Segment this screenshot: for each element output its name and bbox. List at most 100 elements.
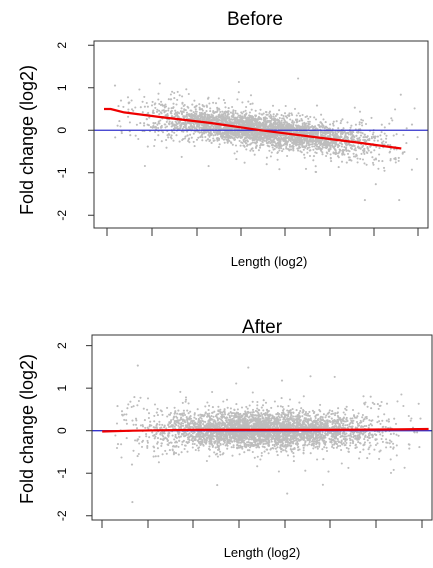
data-point (160, 100, 163, 103)
data-point (341, 149, 344, 152)
data-point (274, 120, 277, 123)
data-point (272, 141, 275, 144)
data-point (283, 136, 286, 140)
data-point (135, 123, 138, 126)
data-point (143, 105, 146, 108)
data-point (209, 130, 212, 133)
data-point (192, 111, 195, 114)
data-point (225, 134, 228, 137)
data-point (293, 107, 297, 110)
data-point (382, 140, 385, 143)
data-point (270, 118, 273, 121)
data-point (270, 139, 273, 142)
data-point (180, 122, 183, 125)
data-point (204, 131, 208, 134)
data-point (302, 446, 305, 449)
data-point (136, 404, 139, 407)
data-point (127, 108, 130, 111)
data-point (244, 142, 248, 145)
data-point (265, 163, 268, 166)
data-point (315, 104, 319, 107)
data-point (214, 102, 218, 105)
x-axis-label: Length (log2) (224, 545, 301, 560)
data-point (362, 136, 365, 139)
data-point (254, 136, 257, 139)
data-point (241, 112, 244, 115)
data-point (268, 115, 271, 118)
data-point (224, 413, 227, 416)
data-point (159, 119, 162, 122)
data-point (306, 151, 309, 154)
data-point (245, 405, 248, 408)
data-point (275, 113, 278, 116)
data-point (138, 442, 141, 445)
data-point (320, 149, 323, 152)
data-point (334, 412, 337, 415)
data-point (221, 120, 224, 123)
data-point (251, 391, 254, 394)
data-point (193, 117, 196, 120)
data-point (236, 112, 239, 115)
data-point (216, 455, 219, 458)
data-point (229, 111, 232, 114)
data-point (338, 148, 341, 151)
data-point (374, 183, 377, 186)
data-point (349, 441, 352, 445)
data-point (291, 119, 294, 122)
data-point (167, 98, 170, 101)
data-point (306, 125, 309, 128)
data-point (257, 149, 260, 152)
data-point (247, 122, 250, 125)
data-point (192, 140, 195, 143)
data-point (380, 141, 384, 144)
data-point (194, 105, 197, 108)
data-point (309, 115, 312, 118)
data-point (154, 102, 157, 105)
data-point (333, 145, 336, 148)
data-point (369, 151, 372, 154)
data-point (255, 134, 258, 137)
data-point (161, 109, 164, 112)
data-point (318, 408, 321, 412)
data-point (346, 137, 349, 140)
data-point (186, 105, 189, 108)
data-point (190, 125, 194, 128)
data-point (349, 417, 352, 420)
data-point (221, 422, 224, 425)
data-point (385, 137, 388, 140)
data-point (331, 122, 335, 125)
data-point (119, 125, 122, 128)
data-point (317, 130, 320, 133)
data-point (224, 118, 227, 121)
data-point (241, 101, 244, 104)
data-point (281, 150, 284, 153)
data-point (329, 153, 332, 156)
data-point (323, 141, 326, 144)
data-point (200, 113, 203, 116)
data-point (276, 158, 279, 161)
data-point (152, 111, 155, 115)
data-point (156, 447, 159, 450)
data-point (321, 153, 324, 156)
data-point (295, 409, 298, 412)
data-point (182, 110, 185, 114)
data-point (257, 121, 260, 124)
data-point (173, 131, 176, 134)
data-point (304, 469, 307, 472)
data-point (315, 127, 318, 130)
data-point (220, 117, 223, 120)
data-point (229, 141, 232, 144)
data-point (335, 120, 338, 123)
data-point (231, 127, 234, 130)
data-point (116, 443, 120, 446)
data-point (173, 123, 176, 126)
data-point (314, 118, 318, 121)
data-point (215, 115, 218, 118)
data-point (137, 137, 140, 141)
panel-after: After Fold change (log2) Length (log2) -… (17, 317, 433, 560)
data-point (207, 123, 210, 126)
data-point (185, 88, 188, 91)
data-point (154, 106, 157, 109)
data-point (255, 124, 258, 127)
data-point (146, 445, 149, 448)
